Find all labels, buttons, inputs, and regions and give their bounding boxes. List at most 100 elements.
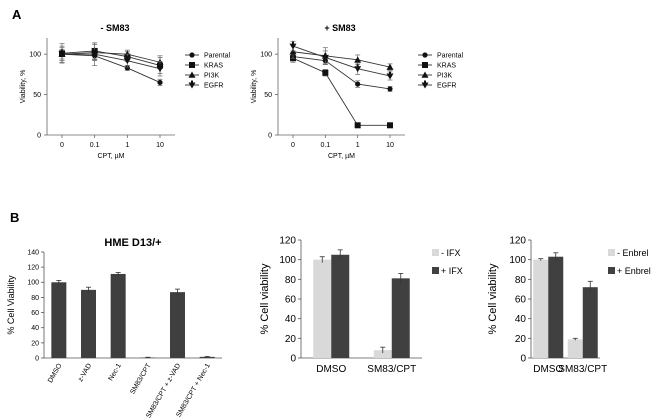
bar bbox=[391, 278, 410, 358]
legend-label: KRAS bbox=[204, 63, 223, 70]
x-tick-label: DMSO bbox=[533, 364, 563, 375]
y-tick-label: 100 bbox=[29, 52, 41, 59]
x-tick-label: SM83/CPT bbox=[129, 362, 153, 396]
legend-marker bbox=[188, 80, 196, 89]
bar-chart-hme-d13: HME D13/+ 0 20 40 60 80 100 120 140 % Cell Viabil… bbox=[6, 237, 222, 420]
y-axis-label: % Cell Viability bbox=[6, 275, 16, 335]
series-egfr bbox=[58, 42, 164, 77]
y-tick-label: 140 bbox=[27, 249, 39, 256]
data-point bbox=[355, 81, 361, 87]
y-tick-label: 0 bbox=[268, 133, 272, 140]
data-point bbox=[124, 65, 130, 71]
data-point bbox=[386, 71, 394, 80]
data-point bbox=[289, 41, 297, 50]
legend-label: EGFR bbox=[437, 83, 456, 90]
series-kras bbox=[59, 42, 163, 74]
legend-label: + Enbrel bbox=[617, 266, 651, 276]
bar bbox=[313, 259, 332, 358]
y-tick-label: 40 bbox=[31, 325, 39, 332]
bar bbox=[81, 289, 96, 358]
data-point bbox=[387, 86, 393, 92]
panel-a-letter: A bbox=[12, 7, 22, 22]
series-egfr bbox=[289, 40, 394, 81]
legend-swatch bbox=[608, 249, 615, 256]
legend-label: KRAS bbox=[437, 63, 456, 70]
y-tick-label: 100 bbox=[27, 280, 39, 287]
y-tick-label: 100 bbox=[279, 255, 296, 266]
bar bbox=[567, 339, 583, 358]
bar bbox=[582, 287, 598, 358]
data-point bbox=[123, 56, 131, 65]
legend-swatch bbox=[608, 267, 615, 274]
series-line bbox=[61, 53, 161, 83]
x-tick-label: DMSO bbox=[47, 362, 64, 384]
legend-label: Parental bbox=[204, 53, 231, 60]
data-point bbox=[157, 79, 163, 86]
data-point bbox=[354, 64, 362, 73]
data-point bbox=[322, 69, 329, 76]
data-point bbox=[58, 49, 66, 58]
data-point bbox=[321, 52, 329, 61]
legend-label: - Enbrel bbox=[617, 248, 649, 258]
x-tick-label: Nec-1 bbox=[107, 362, 122, 382]
x-tick-label: SM83/CPT + Nec-1 bbox=[175, 362, 211, 418]
data-point bbox=[387, 122, 393, 129]
bar bbox=[170, 292, 185, 358]
x-tick-label: 0.1 bbox=[320, 142, 330, 149]
x-tick-label: 10 bbox=[386, 142, 394, 149]
bar bbox=[199, 356, 215, 358]
y-tick-label: 40 bbox=[515, 314, 527, 325]
x-tick-label: 0.1 bbox=[90, 142, 100, 149]
bar bbox=[548, 256, 564, 358]
bar-chart-enbrel: 0 20 40 60 80 100 120 % Cell viability DMSOSM83/… bbox=[487, 236, 651, 376]
legend-marker bbox=[189, 62, 195, 68]
chart-title: - SM83 bbox=[100, 23, 129, 33]
x-tick-label: 1 bbox=[125, 142, 129, 149]
y-tick-label: 80 bbox=[285, 275, 297, 286]
bar bbox=[533, 259, 549, 358]
x-tick-label: SM83/CPT bbox=[558, 364, 607, 375]
legend-marker bbox=[189, 52, 195, 58]
y-tick-label: 20 bbox=[285, 334, 297, 345]
legend-marker bbox=[421, 71, 429, 78]
y-tick-label: 120 bbox=[509, 236, 526, 247]
bar bbox=[110, 273, 126, 358]
series-line bbox=[292, 57, 390, 126]
series-line bbox=[61, 52, 161, 63]
data-point bbox=[91, 49, 99, 58]
x-axis-label: CPT, µM bbox=[328, 153, 355, 160]
legend-marker bbox=[422, 62, 428, 68]
line-chart-minus-sm83: - SM83 0 50 100 0 0.1 1 10 CPT, µM Viability, % Pa… bbox=[20, 23, 231, 160]
legend-swatch bbox=[432, 267, 439, 274]
series-line bbox=[292, 51, 391, 68]
y-tick-label: 40 bbox=[285, 314, 297, 325]
y-tick-label: 120 bbox=[279, 236, 296, 247]
x-axis-label: CPT, µM bbox=[98, 153, 125, 160]
y-tick-label: 60 bbox=[515, 295, 527, 306]
legend-label: Parental bbox=[437, 53, 464, 60]
data-point bbox=[386, 63, 394, 70]
y-tick-label: 0 bbox=[520, 354, 526, 365]
series-line bbox=[62, 53, 161, 70]
legend-label: PI3K bbox=[204, 73, 220, 80]
y-tick-label: 50 bbox=[264, 92, 272, 99]
legend-label: - IFX bbox=[441, 248, 461, 258]
chart-title: + SM83 bbox=[324, 23, 355, 33]
legend-label: PI3K bbox=[437, 73, 453, 80]
x-tick-label: SM83/CPT bbox=[367, 364, 416, 375]
bar bbox=[51, 282, 67, 358]
x-tick-label: 0 bbox=[60, 142, 64, 149]
x-tick-label: 10 bbox=[156, 142, 164, 149]
series-line bbox=[292, 56, 391, 90]
y-tick-label: 0 bbox=[290, 354, 296, 365]
y-axis-label: % Cell viability bbox=[259, 263, 271, 334]
legend-swatch bbox=[432, 249, 439, 256]
line-chart-plus-sm83: + SM83 0 50 100 0 0.1 1 10 CPT, µM Viability, % Pa… bbox=[251, 23, 464, 160]
series-pi3k bbox=[58, 44, 164, 70]
legend-marker bbox=[421, 80, 429, 89]
data-point bbox=[156, 64, 164, 73]
y-tick-label: 50 bbox=[33, 92, 41, 99]
chart-title: HME D13/+ bbox=[104, 237, 161, 249]
data-point bbox=[289, 48, 297, 55]
